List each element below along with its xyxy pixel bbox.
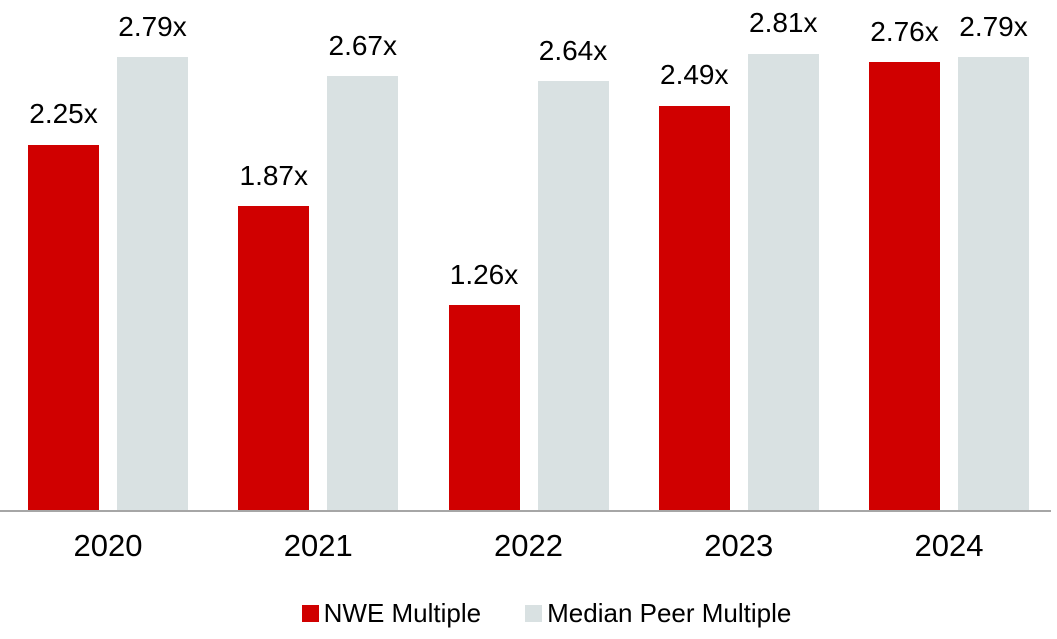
legend-item-nwe-multiple: NWE Multiple — [301, 598, 482, 629]
bar-median-peer-multiple-2020 — [117, 56, 188, 510]
bar-value-label-nwe-multiple-2023: 2.49x — [660, 59, 729, 91]
bar-nwe-multiple-2022 — [448, 305, 520, 510]
bar-median-peer-multiple-2021 — [327, 76, 399, 510]
legend-item-median-peer-multiple: Median Peer Multiple — [525, 598, 791, 629]
bar-value-label-nwe-multiple-2024: 2.76x — [870, 15, 939, 47]
bar-nwe-multiple-2021 — [238, 206, 310, 510]
nwe-multiple-legend-swatch — [301, 605, 319, 622]
bar-median-peer-multiple-2022 — [537, 81, 609, 510]
bar-value-label-median-peer-multiple-2023: 2.81x — [749, 7, 818, 39]
x-axis-label-2021: 2021 — [283, 528, 353, 563]
median-peer-multiple-legend-swatch — [525, 605, 543, 622]
bar-nwe-multiple-2023 — [658, 105, 730, 510]
legend: NWE Multiple Median Peer Multiple — [18, 598, 1057, 629]
plot-area: 2.25x 2.79x 1.87x 2.67x 1.26x 2.64x 2.49x 2.81x… — [28, 7, 1029, 510]
x-axis-label-2024: 2024 — [914, 528, 984, 563]
bar-value-label-median-peer-multiple-2024: 2.79x — [959, 10, 1028, 42]
bar-nwe-multiple-2024 — [869, 61, 940, 510]
bar-value-label-median-peer-multiple-2021: 2.67x — [328, 30, 398, 62]
nwe-multiple-legend-label: NWE Multiple — [323, 598, 482, 628]
bar-value-label-nwe-multiple-2020: 2.25x — [29, 98, 98, 130]
x-axis-line — [0, 510, 1051, 512]
median-peer-multiple-legend-label: Median Peer Multiple — [547, 598, 792, 628]
bar-value-label-nwe-multiple-2021: 1.87x — [239, 160, 309, 192]
x-axis-label-2020: 2020 — [73, 528, 143, 563]
bar-median-peer-multiple-2023 — [747, 53, 819, 510]
bar-median-peer-multiple-2024 — [958, 56, 1029, 510]
x-axis-labels: 2020 2021 2022 2023 2024 — [0, 528, 1057, 570]
x-axis-label-2023: 2023 — [704, 528, 774, 563]
bar-value-label-median-peer-multiple-2022: 2.64x — [538, 35, 608, 67]
bar-value-label-median-peer-multiple-2020: 2.79x — [118, 10, 187, 42]
bar-nwe-multiple-2020 — [28, 144, 99, 510]
x-axis-label-2022: 2022 — [494, 528, 563, 563]
bar-value-label-nwe-multiple-2022: 1.26x — [449, 259, 519, 291]
